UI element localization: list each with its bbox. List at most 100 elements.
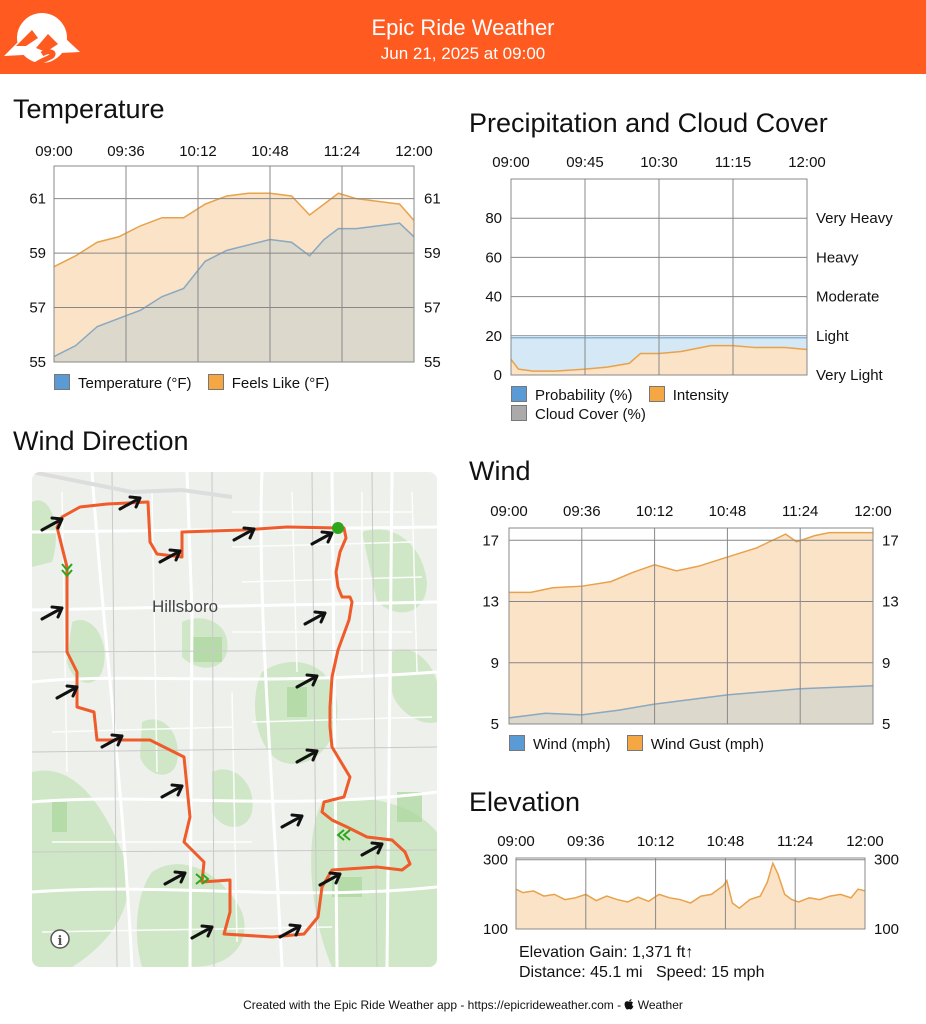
- legend-swatch: [54, 374, 70, 390]
- y-tick-label-right: 17: [882, 532, 899, 549]
- legend-swatch: [207, 374, 224, 390]
- route-start-marker[interactable]: [332, 522, 344, 534]
- legend-item: Temperature (°F): [54, 374, 192, 392]
- wind-arrow-icon: [40, 516, 64, 532]
- route-map[interactable]: Hillsboro i: [32, 472, 437, 967]
- series-line-1: [510, 344, 808, 372]
- plot-frame: [53, 165, 415, 363]
- epic-ride-logo-icon: [4, 13, 80, 70]
- info-icon[interactable]: i: [50, 929, 70, 949]
- x-tick-label: 12:00: [854, 503, 892, 520]
- x-tick-label: 09:36: [107, 143, 145, 160]
- wind-arrow-icon: [303, 610, 327, 626]
- plot-frame: [515, 857, 866, 930]
- map-place-label: Hillsboro: [152, 597, 218, 616]
- series-area-1: [54, 223, 414, 362]
- distance: Distance: 45.1 mi: [519, 964, 643, 981]
- legend-label: Cloud Cover (%): [535, 406, 646, 423]
- speed: Speed: 15 mph: [655, 964, 765, 981]
- legend-item: Probability (%): [511, 386, 633, 404]
- series-area-1: [511, 345, 807, 375]
- wind-arrow-icon: [360, 841, 384, 857]
- wind-arrow-icon: [160, 783, 184, 799]
- y-tick-label-left: 13: [482, 594, 499, 611]
- legend-label: Wind Gust (mph): [650, 736, 765, 753]
- y-tick-label-left: 17: [482, 532, 499, 549]
- y-tick-label-right: 61: [424, 191, 441, 208]
- plot-frame: [508, 527, 874, 725]
- wind-legend: Wind (mph) Wind Gust (mph): [509, 735, 776, 753]
- map-canvas: Hillsboro i: [32, 472, 437, 967]
- legend-label: Intensity: [672, 387, 729, 404]
- y-tick-label-left: 55: [29, 354, 46, 371]
- legend-label: Wind (mph): [533, 736, 611, 753]
- wind-arrow-icon: [295, 748, 319, 764]
- wind-arrow-icon: [100, 733, 124, 749]
- y-tick-label-right: 300: [874, 852, 899, 869]
- ride-date: Jun 21, 2025 at 09:00: [380, 44, 546, 63]
- elevation-title: Elevation: [469, 787, 581, 817]
- series-area-1: [509, 685, 873, 724]
- wind-arrow-icon: [295, 673, 319, 689]
- intensity-level-label: Very Heavy: [816, 210, 893, 227]
- legend-swatch: [509, 735, 525, 751]
- x-tick-label: 09:45: [566, 154, 604, 171]
- series-line-1: [508, 684, 874, 719]
- y-tick-label-left: 5: [491, 716, 499, 733]
- y-tick-label-right: 59: [424, 245, 441, 262]
- wind-arrow-icon: [190, 924, 214, 940]
- series-area-0: [509, 532, 873, 724]
- series-line-0: [509, 531, 873, 594]
- y-tick-label-left: 80: [485, 210, 502, 227]
- y-tick-label-left: 60: [485, 249, 502, 266]
- wind-arrow-icon: [318, 871, 342, 887]
- x-tick-label: 12:00: [395, 143, 433, 160]
- y-tick-label-right: 9: [882, 655, 890, 672]
- wind-arrow-icon: [232, 526, 256, 542]
- x-tick-label: 12:00: [788, 154, 826, 171]
- x-tick-label: 10:48: [251, 143, 289, 160]
- intensity-level-label: Heavy: [816, 249, 859, 266]
- y-tick-label-left: 61: [29, 191, 46, 208]
- series-area-0: [511, 337, 807, 375]
- y-tick-label-right: 100: [874, 921, 899, 938]
- wind-arrow-icon: [163, 870, 187, 886]
- x-tick-label: 10:48: [709, 503, 747, 520]
- y-tick-label-left: 59: [29, 245, 46, 262]
- y-tick-label-left: 40: [485, 289, 502, 306]
- wind-arrow-icon: [40, 605, 64, 621]
- series-line-1: [53, 222, 415, 358]
- y-tick-label-left: 57: [29, 300, 46, 317]
- wind-arrow-icon: [310, 530, 334, 546]
- y-tick-label-right: 55: [424, 354, 441, 371]
- x-tick-label: 09:36: [567, 833, 605, 850]
- legend-swatch: [511, 405, 527, 421]
- precipitation-legend-row2: Cloud Cover (%): [511, 405, 658, 423]
- temperature-legend: Temperature (°F) Feels Like (°F): [54, 374, 341, 392]
- series-area-0: [516, 863, 865, 929]
- series-line-0: [515, 861, 866, 910]
- precipitation-legend: Probability (%) Intensity: [511, 386, 741, 404]
- x-tick-label: 09:36: [563, 503, 601, 520]
- y-tick-label-right: 57: [424, 300, 441, 317]
- temperature-title: Temperature: [13, 94, 165, 124]
- wind-arrow-icon: [158, 548, 182, 564]
- legend-swatch: [626, 735, 643, 751]
- x-tick-label: 09:00: [497, 833, 535, 850]
- plot-frame: [510, 178, 808, 376]
- x-tick-label: 09:00: [492, 154, 530, 171]
- footer: Created with the Epic Ride Weather app -…: [0, 998, 926, 1012]
- legend-label: Probability (%): [535, 387, 633, 404]
- legend-label: Temperature (°F): [78, 375, 192, 392]
- x-tick-label: 09:00: [35, 143, 73, 160]
- x-tick-label: 11:15: [715, 154, 751, 171]
- intensity-level-label: Moderate: [816, 289, 879, 306]
- y-tick-label-left: 300: [483, 852, 508, 869]
- footer-weather: Weather: [634, 998, 683, 1012]
- x-tick-label: 11:24: [324, 143, 360, 160]
- legend-item: Intensity: [648, 386, 729, 404]
- y-tick-label-left: 0: [494, 367, 502, 384]
- intensity-level-label: Light: [816, 328, 849, 345]
- series-line-0: [53, 192, 415, 268]
- x-tick-label: 09:00: [490, 503, 528, 520]
